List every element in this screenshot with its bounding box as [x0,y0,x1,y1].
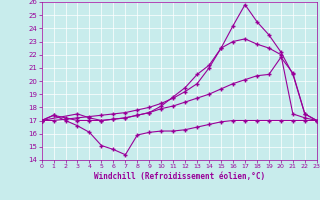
X-axis label: Windchill (Refroidissement éolien,°C): Windchill (Refroidissement éolien,°C) [94,172,265,181]
